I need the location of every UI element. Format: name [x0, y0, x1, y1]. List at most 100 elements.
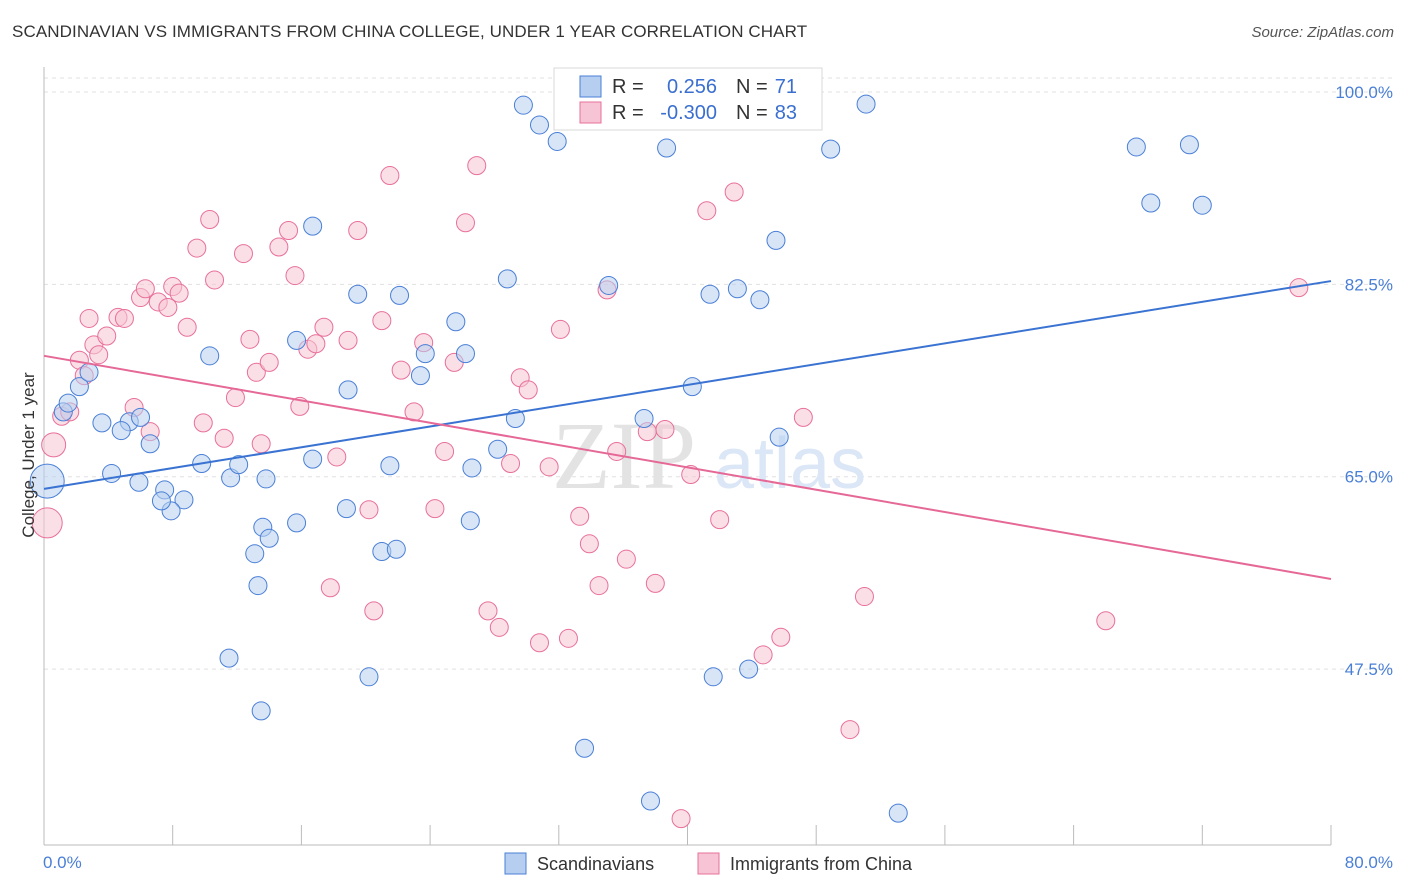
- scandinavians-point: [682, 377, 702, 397]
- scandinavians-point: [92, 413, 112, 433]
- bottom-legend-swatch-china: [697, 852, 720, 875]
- scandinavians-point: [248, 576, 268, 596]
- scandinavians-point: [634, 408, 654, 428]
- immigrants-from-china-point: [359, 500, 379, 520]
- immigrants-from-china-point: [314, 317, 334, 337]
- immigrants-from-china-point: [372, 311, 392, 331]
- scandinavians-point: [1141, 193, 1161, 213]
- axes: [43, 67, 1332, 846]
- scandinavians-point: [739, 659, 759, 679]
- immigrants-from-china-point: [169, 283, 189, 303]
- immigrants-from-china-point: [724, 182, 744, 202]
- immigrants-from-china-point: [558, 628, 578, 648]
- bottom-legend-label-scandinavians: Scandinavians: [537, 854, 654, 874]
- immigrants-from-china-point: [306, 334, 326, 354]
- bottom-legend-label-china: Immigrants from China: [730, 854, 913, 874]
- immigrants-from-china-point: [205, 270, 225, 290]
- scandinavians-point: [111, 421, 131, 441]
- immigrants-from-china-point: [589, 576, 609, 596]
- scandinavians-point: [287, 330, 307, 350]
- chart-title: SCANDINAVIAN VS IMMIGRANTS FROM CHINA CO…: [12, 22, 808, 41]
- scandinavians-point: [769, 427, 789, 447]
- scandinavians-point: [599, 275, 619, 295]
- trendline-scandinavians: [43, 280, 1332, 490]
- scandinavians-point: [462, 458, 482, 478]
- immigrants-from-china-point: [793, 407, 813, 427]
- immigrants-from-china-point: [529, 633, 549, 653]
- immigrants-from-china-point: [550, 319, 570, 339]
- immigrants-from-china-point: [854, 587, 874, 607]
- scandinavians-point: [219, 648, 239, 668]
- legend-n-value-blue: 71: [775, 76, 797, 98]
- immigrants-from-china-point: [41, 432, 67, 458]
- immigrants-from-china-point: [327, 447, 347, 467]
- legend-swatch-blue: [579, 75, 602, 98]
- immigrants-from-china-point: [753, 645, 773, 665]
- scandinavians-point: [359, 667, 379, 687]
- immigrants-from-china-point: [697, 201, 717, 221]
- legend-n-label-pink: N =: [736, 102, 768, 124]
- scandinavians-point: [69, 377, 89, 397]
- immigrants-from-china-point: [158, 297, 178, 317]
- scandinavians-point: [131, 407, 151, 427]
- immigrants-from-china-point: [97, 326, 117, 346]
- x-tick-label-min: 0.0%: [43, 853, 82, 872]
- y-tick-labels: 100.0% 82.5% 65.0% 47.5%: [1335, 83, 1393, 679]
- watermark: ZIP atlas: [552, 402, 866, 509]
- immigrants-from-china-point: [251, 434, 271, 454]
- bottom-legend-swatch-scandinavians: [504, 852, 527, 875]
- legend: R = 0.256 N = 71 R = -0.300 N = 83: [553, 67, 823, 131]
- immigrants-from-china-point: [655, 419, 675, 439]
- immigrants-from-china-point: [246, 362, 266, 382]
- scandinavians-point: [410, 366, 430, 386]
- scandinavians-point: [750, 290, 770, 310]
- chart-source: Source: ZipAtlas.com: [1251, 24, 1394, 41]
- y-tick-label: 100.0%: [1335, 83, 1393, 102]
- y-tick-label: 82.5%: [1345, 275, 1393, 294]
- scandinavians-point: [386, 539, 406, 559]
- scandinavians-point: [256, 469, 276, 489]
- immigrants-from-china-point: [391, 360, 411, 380]
- scandinavians-point: [727, 279, 747, 299]
- x-tick-label-max: 80.0%: [1345, 853, 1393, 872]
- immigrants-from-china-point: [579, 534, 599, 554]
- immigrants-from-china-point: [364, 601, 384, 621]
- x-tick-labels: 0.0% 80.0%: [43, 853, 1393, 872]
- immigrants-from-china-point: [279, 220, 299, 240]
- immigrants-from-china-point: [187, 238, 207, 258]
- immigrants-from-china-point: [478, 601, 498, 621]
- immigrants-from-china-point: [380, 166, 400, 186]
- immigrants-from-china-point: [1096, 611, 1116, 631]
- scandinavians-point: [287, 513, 307, 533]
- watermark-atlas: atlas: [714, 424, 866, 504]
- immigrants-from-china-point: [435, 441, 455, 461]
- bottom-legend: Scandinavians Immigrants from China: [504, 852, 913, 875]
- scandinavians-point: [415, 344, 435, 364]
- immigrants-from-china-point: [285, 266, 305, 286]
- y-tick-label: 65.0%: [1345, 468, 1393, 487]
- scandinavians-point: [245, 544, 265, 564]
- scandinavians-point: [29, 463, 65, 499]
- scandinavians-point: [259, 528, 279, 548]
- legend-n-value-pink: 83: [775, 102, 797, 124]
- scandinavians-point: [488, 439, 508, 459]
- immigrants-from-china-point: [539, 457, 559, 477]
- immigrants-from-china-point: [348, 220, 368, 240]
- scandinavians-point: [700, 284, 720, 304]
- gridlines: [44, 77, 1392, 670]
- immigrants-from-china-point: [79, 308, 99, 328]
- scandinavians-point: [338, 380, 358, 400]
- trendlines: [43, 280, 1332, 580]
- immigrants-from-china-point: [135, 279, 155, 299]
- immigrants-from-china-point: [225, 388, 245, 408]
- immigrants-from-china-point: [259, 352, 279, 372]
- immigrants-from-china-point: [269, 237, 289, 257]
- immigrants-from-china-point: [489, 617, 509, 637]
- immigrants-from-china-point: [31, 507, 63, 539]
- immigrants-from-china-point: [177, 317, 197, 337]
- scandinavians-point: [348, 284, 368, 304]
- scandinavians-point: [336, 499, 356, 519]
- scandinavians-point: [390, 285, 410, 305]
- scandinavians-point: [821, 139, 841, 159]
